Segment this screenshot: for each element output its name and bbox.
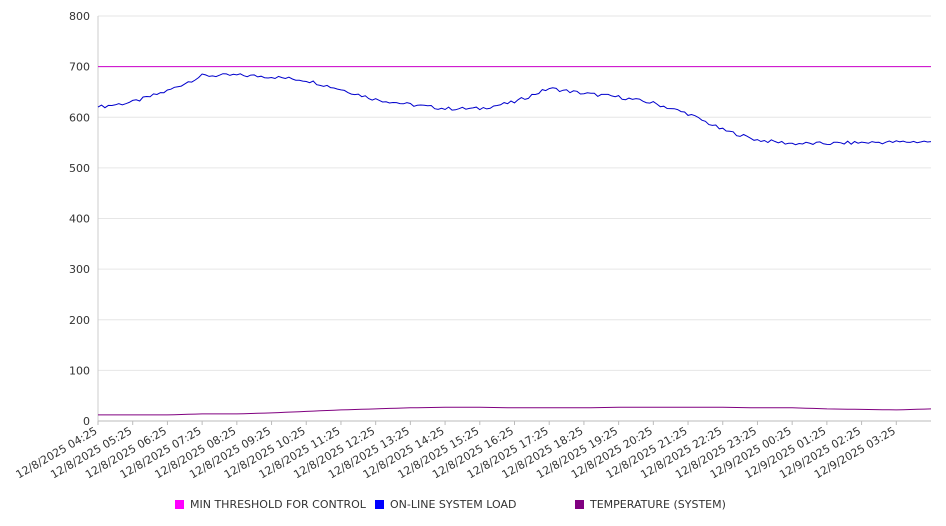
- grid-lines: [98, 15, 931, 422]
- legend-swatch: [575, 500, 584, 509]
- y-tick-label: 100: [69, 364, 90, 377]
- y-tick-label: 700: [69, 61, 90, 74]
- legend-swatch: [375, 500, 384, 509]
- legend-item-min-threshold[interactable]: MIN THRESHOLD FOR CONTROL: [175, 498, 366, 511]
- legend-label: ON-LINE SYSTEM LOAD: [390, 498, 517, 511]
- y-tick-label: 800: [69, 10, 90, 23]
- legend-item-temperature[interactable]: TEMPERATURE (SYSTEM): [575, 498, 726, 511]
- y-tick-label: 400: [69, 213, 90, 226]
- y-tick-label: 600: [69, 111, 90, 124]
- y-tick-label: 200: [69, 314, 90, 327]
- series-line-2: [97, 73, 932, 146]
- y-tick-label: 300: [69, 263, 90, 276]
- legend-swatch: [175, 500, 184, 509]
- legend-item-system-load[interactable]: ON-LINE SYSTEM LOAD: [375, 498, 516, 511]
- series-lines: [97, 66, 932, 416]
- legend-label: TEMPERATURE (SYSTEM): [590, 498, 726, 511]
- series-line-3: [98, 406, 932, 416]
- legend-label: MIN THRESHOLD FOR CONTROL: [190, 498, 366, 511]
- y-axis: 0 100 200 300 400 500 600 700 800: [69, 10, 99, 428]
- y-tick-label: 500: [69, 162, 90, 175]
- y-tick-label: 0: [83, 415, 90, 428]
